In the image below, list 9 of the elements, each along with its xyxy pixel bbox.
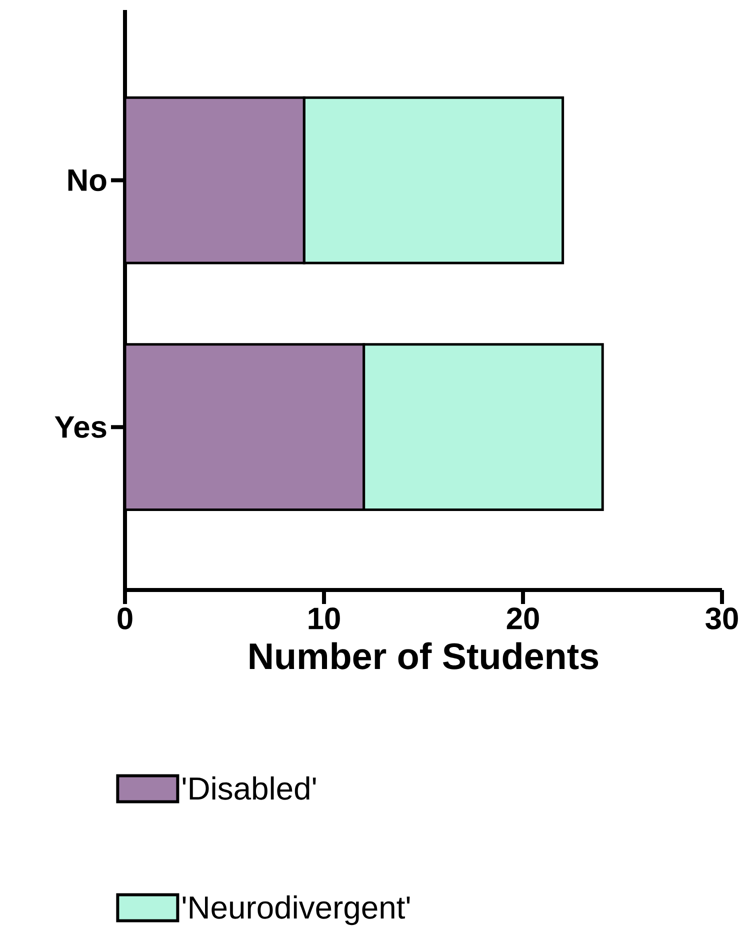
x-tick-label: 0	[118, 608, 132, 630]
legend-label: 'Disabled'	[182, 776, 316, 800]
y-tick-label: No	[68, 170, 106, 192]
legend-label: 'Neurodivergent'	[182, 895, 410, 926]
y-tick-label: Yes	[54, 416, 106, 438]
x-tick-label: 10	[308, 608, 340, 630]
x-tick-label: 20	[506, 608, 539, 630]
x-axis-title: Number of Students	[250, 642, 598, 670]
x-tick-label: 30	[706, 608, 738, 630]
